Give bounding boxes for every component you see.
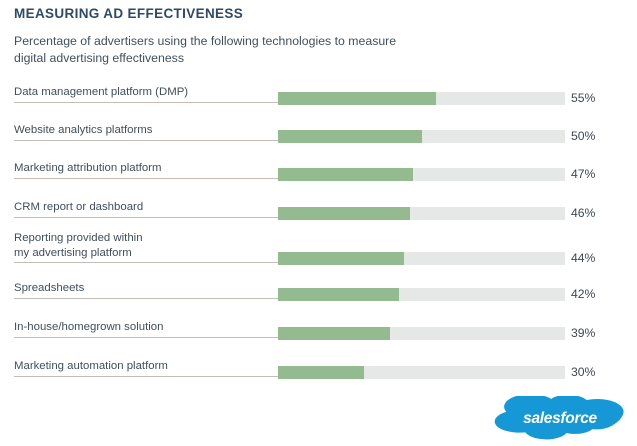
bar-fill bbox=[278, 207, 411, 220]
salesforce-wordmark: salesforce bbox=[523, 410, 598, 427]
page-title: MEASURING AD EFFECTIVENESS bbox=[14, 6, 244, 21]
row-label: Marketing attribution platform bbox=[14, 162, 162, 174]
bar-value-label: 44% bbox=[571, 251, 596, 265]
bar-fill bbox=[278, 92, 436, 105]
row-label: Data management platform (DMP) bbox=[14, 86, 189, 98]
bar-value-label: 55% bbox=[571, 91, 596, 105]
row-divider bbox=[14, 262, 278, 263]
bar-track bbox=[278, 252, 565, 265]
row-label: Marketing automation platform bbox=[14, 360, 168, 372]
row-divider bbox=[14, 140, 278, 141]
header: MEASURING AD EFFECTIVENESS Percentage of… bbox=[14, 6, 514, 66]
page-subtitle: Percentage of advertisers using the foll… bbox=[14, 34, 397, 65]
bar-fill bbox=[278, 252, 405, 265]
bar-value-label: 42% bbox=[571, 287, 596, 301]
bar-value-label: 30% bbox=[571, 365, 596, 379]
cloud-shape bbox=[494, 396, 624, 440]
wordmark-text: salesforce bbox=[523, 410, 597, 427]
bar-track bbox=[278, 130, 565, 143]
row-label: CRM report or dashboard bbox=[14, 201, 144, 213]
bar-value-label: 50% bbox=[571, 129, 596, 143]
row-label: Reporting provided within my advertising… bbox=[14, 232, 143, 259]
row-divider bbox=[14, 337, 278, 338]
row-label: In-house/homegrown solution bbox=[14, 321, 164, 333]
bar-value-label: 39% bbox=[571, 326, 596, 340]
bar-fill bbox=[278, 168, 413, 181]
bar-value-label: 47% bbox=[571, 167, 596, 181]
bar-chart: Data management platform (DMP) 55% Website… bbox=[0, 82, 637, 382]
bar-track bbox=[278, 92, 565, 105]
row-divider bbox=[14, 178, 278, 179]
row-divider bbox=[14, 298, 278, 299]
row-divider bbox=[14, 102, 278, 103]
row-label: Spreadsheets bbox=[14, 282, 85, 294]
bar-track bbox=[278, 366, 565, 379]
bar-fill bbox=[278, 327, 390, 340]
bar-fill bbox=[278, 288, 399, 301]
row-divider bbox=[14, 217, 278, 218]
row-divider bbox=[14, 376, 278, 377]
bar-value-label: 46% bbox=[571, 206, 596, 220]
row-label: Website analytics platforms bbox=[14, 124, 153, 136]
bar-fill bbox=[278, 130, 422, 143]
salesforce-cloud-logo: salesforce bbox=[492, 396, 629, 440]
bar-fill bbox=[278, 366, 365, 379]
bar-track bbox=[278, 168, 565, 181]
bar-track bbox=[278, 207, 565, 220]
bar-track bbox=[278, 327, 565, 340]
bar-track bbox=[278, 288, 565, 301]
